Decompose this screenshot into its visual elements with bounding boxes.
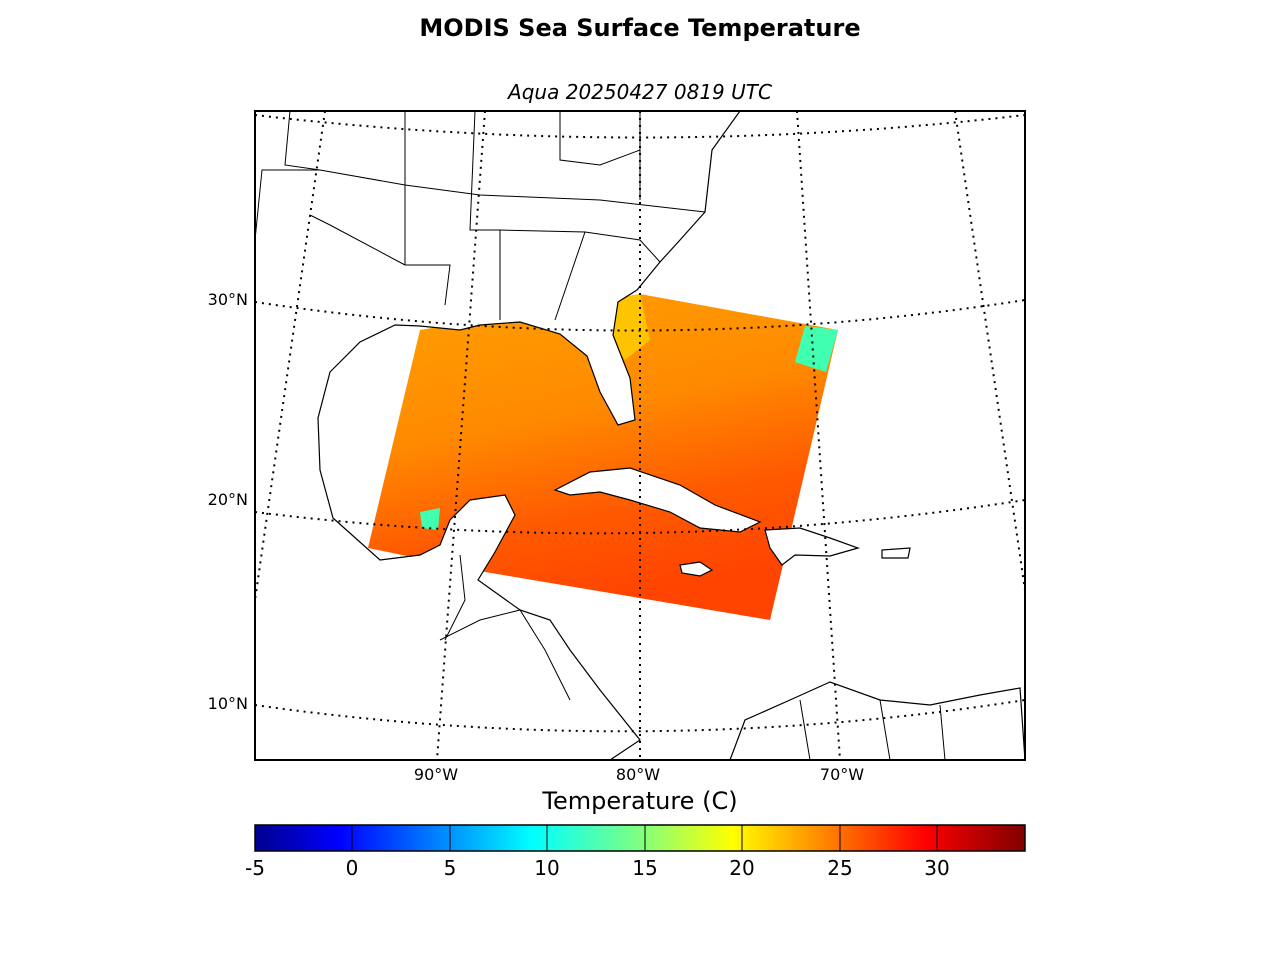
colorbar-tick-label: 15 (632, 856, 658, 880)
figure-subtitle: Aqua 20250427 0819 UTC (508, 80, 772, 104)
lat-label-10n: 10°N (207, 694, 248, 713)
figure-title: MODIS Sea Surface Temperature (419, 14, 861, 42)
colorbar-tick-label: 5 (443, 856, 457, 880)
lat-label-30n: 30°N (207, 290, 248, 309)
hispaniola-island (764, 527, 860, 566)
graticule (255, 111, 1025, 760)
sst-cool-patch-yucatan (420, 508, 440, 530)
colorbar-tick-label: 0 (345, 856, 359, 880)
us-landmass (255, 111, 741, 760)
colorbar-tick-label: -5 (245, 856, 265, 880)
political-borders (255, 111, 946, 760)
map-content (255, 111, 1025, 760)
puerto-rico-island (881, 547, 911, 559)
map-frame (254, 110, 1026, 761)
colorbar-tick-label: 25 (827, 856, 853, 880)
colorbar-ticks (254, 825, 938, 851)
colorbar-label: Temperature (C) (542, 787, 738, 815)
cuba-island (553, 467, 762, 533)
south-america-landmass (729, 681, 1025, 760)
lon-label-90w: 90°W (413, 765, 459, 784)
colorbar-tick-label: 10 (534, 856, 560, 880)
jamaica-island (679, 561, 714, 577)
colorbar-tick-label: 30 (924, 856, 950, 880)
lat-label-20n: 20°N (207, 490, 248, 509)
colorbar-gradient (254, 824, 1026, 852)
colorbar-tick-label: 20 (729, 856, 755, 880)
sst-cool-patch-atlantic (795, 326, 838, 372)
lon-label-80w: 80°W (615, 765, 661, 784)
lon-label-70w: 70°W (819, 765, 865, 784)
